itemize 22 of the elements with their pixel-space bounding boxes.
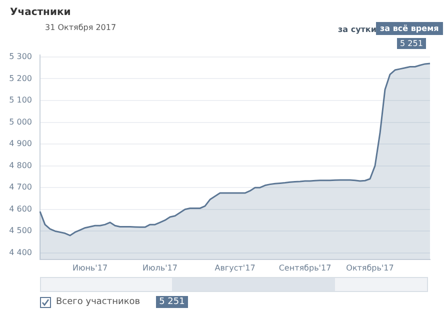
y-tick-label: 4 500 xyxy=(9,226,32,236)
y-tick-label: 5 100 xyxy=(9,96,32,105)
text: 5 251 xyxy=(397,38,426,49)
text: 5 251 xyxy=(156,296,188,308)
x-tick-label: Сентябрь'17 xyxy=(278,263,332,272)
y-tick-label: 5 000 xyxy=(9,117,32,126)
y-tick-label: 4 900 xyxy=(9,139,32,148)
y-tick-label: 4 600 xyxy=(9,204,32,214)
x-tick-label: Октябрь'17 xyxy=(346,263,394,272)
x-tick-label: Август'17 xyxy=(214,263,256,272)
chart-subtitle: 31 Октября 2017 xyxy=(45,23,116,32)
y-tick-label: 5 200 xyxy=(9,74,32,83)
chart-title: Участники xyxy=(10,7,71,18)
text: за сутки xyxy=(338,25,376,34)
y-tick-label: 4 800 xyxy=(9,160,32,170)
y-tick-label: 4 700 xyxy=(9,182,32,192)
y-tick-label: 5 300 xyxy=(9,52,32,62)
legend-label: Всего участников xyxy=(56,297,140,307)
y-tick-label: 4 400 xyxy=(9,248,32,257)
x-tick-label: Июль'17 xyxy=(142,263,178,272)
x-tick-label: Июнь'17 xyxy=(72,263,108,272)
text: за всё время xyxy=(376,22,443,35)
